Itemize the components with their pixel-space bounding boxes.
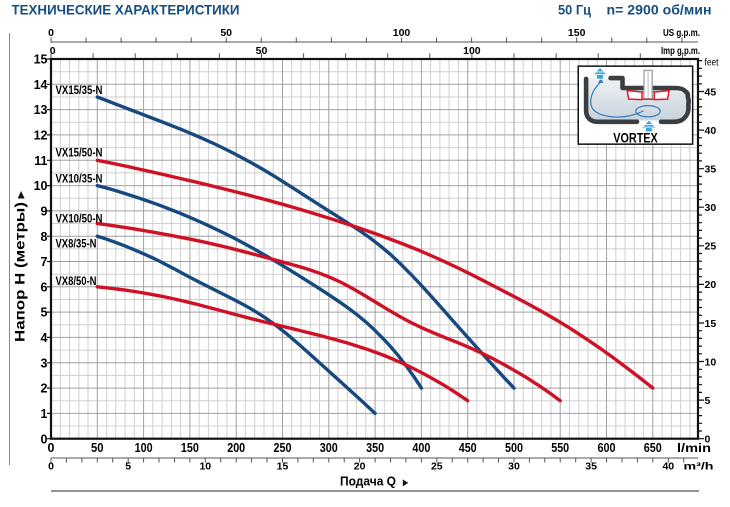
svg-text:ТЕХНИЧЕСКИЕ ХАРАКТЕРИСТИКИ: ТЕХНИЧЕСКИЕ ХАРАКТЕРИСТИКИ [12,2,240,18]
svg-text:45: 45 [705,86,717,98]
svg-text:500: 500 [505,441,523,455]
svg-text:0: 0 [41,432,48,446]
svg-text:150: 150 [181,441,199,455]
svg-text:100: 100 [463,45,481,57]
svg-text:0: 0 [50,45,56,57]
svg-text:10: 10 [199,461,211,473]
svg-text:VX8/50-N: VX8/50-N [56,274,97,288]
svg-text:8: 8 [41,230,48,244]
svg-text:Напор H (метры): Напор H (метры) [11,202,27,342]
svg-text:15: 15 [705,318,717,330]
svg-text:9: 9 [41,205,48,219]
svg-text:11: 11 [34,154,47,168]
svg-text:0: 0 [48,27,54,39]
svg-text:450: 450 [459,441,477,455]
svg-text:400: 400 [412,441,430,455]
svg-text:15: 15 [34,53,48,67]
svg-text:1: 1 [41,407,48,421]
svg-text:250: 250 [274,441,292,455]
svg-text:3: 3 [41,356,48,370]
svg-text:350: 350 [366,441,384,455]
svg-text:200: 200 [227,441,245,455]
svg-text:25: 25 [431,461,443,473]
svg-text:10: 10 [705,356,717,368]
svg-text:40: 40 [662,461,674,473]
svg-text:25: 25 [705,241,717,253]
svg-text:20: 20 [354,461,366,473]
svg-text:6: 6 [41,280,48,294]
svg-text:Imp g.p.m.: Imp g.p.m. [661,45,700,57]
svg-text:600: 600 [598,441,616,455]
svg-text:30: 30 [508,461,520,473]
svg-text:50: 50 [91,441,104,455]
svg-text:VX10/35-N: VX10/35-N [56,172,103,186]
svg-text:35: 35 [585,461,597,473]
svg-text:VX10/50-N: VX10/50-N [56,211,103,225]
svg-text:VORTEX: VORTEX [613,130,658,145]
svg-text:50: 50 [256,45,268,57]
svg-text:550: 550 [551,441,569,455]
svg-text:5: 5 [125,461,131,473]
svg-text:150: 150 [568,27,586,39]
svg-text:100: 100 [393,27,411,39]
svg-text:Подача Q: Подача Q [340,475,396,489]
svg-text:300: 300 [320,441,338,455]
svg-text:14: 14 [34,78,48,92]
svg-text:5: 5 [705,395,711,407]
svg-text:0: 0 [705,434,711,446]
svg-text:US g.p.m.: US g.p.m. [663,27,700,39]
svg-text:0: 0 [48,461,54,473]
svg-text:35: 35 [705,164,717,176]
svg-text:VX15/35-N: VX15/35-N [56,83,103,97]
svg-text:0: 0 [48,441,55,455]
svg-text:feet: feet [705,58,719,69]
svg-text:VX8/35-N: VX8/35-N [56,236,97,250]
svg-text:12: 12 [34,129,48,143]
svg-text:5: 5 [41,306,48,320]
svg-text:l/min: l/min [677,441,711,455]
svg-text:4: 4 [41,331,48,345]
svg-text:40: 40 [705,125,717,137]
svg-text:n= 2900 об/мин: n= 2900 об/мин [607,2,712,18]
svg-text:50: 50 [220,27,232,39]
svg-text:13: 13 [34,103,48,117]
svg-text:100: 100 [135,441,153,455]
svg-text:2: 2 [41,382,48,396]
svg-text:10: 10 [34,179,48,193]
svg-text:20: 20 [705,279,717,291]
svg-text:7: 7 [41,255,48,269]
svg-text:m³/h: m³/h [684,461,714,473]
svg-text:30: 30 [705,202,717,214]
svg-text:15: 15 [277,461,289,473]
svg-text:650: 650 [644,441,662,455]
svg-text:VX15/50-N: VX15/50-N [56,146,103,160]
svg-text:50 Гц: 50 Гц [558,2,591,18]
